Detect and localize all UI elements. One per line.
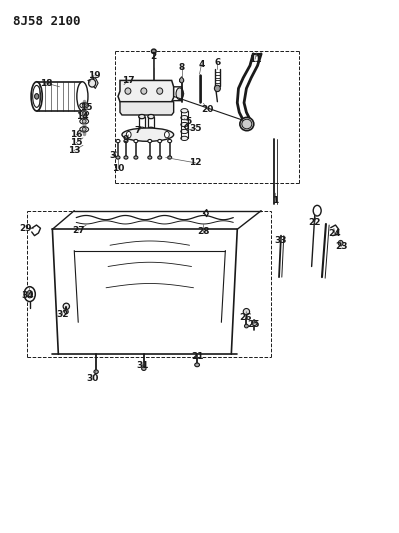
Ellipse shape: [245, 324, 249, 328]
Ellipse shape: [82, 127, 86, 131]
Text: 13: 13: [67, 146, 80, 155]
Ellipse shape: [243, 309, 250, 315]
Text: 26: 26: [239, 312, 252, 321]
Text: 15: 15: [70, 138, 83, 147]
Text: 4: 4: [198, 60, 205, 69]
Text: 14: 14: [76, 111, 89, 120]
Text: 31: 31: [136, 361, 148, 370]
Text: 6: 6: [214, 59, 221, 67]
Ellipse shape: [151, 49, 156, 53]
Text: 34: 34: [22, 291, 34, 300]
Ellipse shape: [139, 115, 145, 119]
Ellipse shape: [157, 88, 163, 94]
Text: 23: 23: [335, 242, 348, 251]
Text: 33: 33: [274, 237, 286, 246]
Ellipse shape: [122, 128, 174, 141]
Text: 32: 32: [56, 310, 69, 319]
Ellipse shape: [124, 156, 128, 159]
Polygon shape: [180, 77, 184, 83]
Ellipse shape: [338, 240, 343, 246]
Ellipse shape: [124, 140, 128, 143]
Ellipse shape: [134, 140, 138, 143]
Ellipse shape: [195, 363, 200, 367]
Ellipse shape: [214, 85, 220, 92]
Text: 17: 17: [122, 76, 134, 85]
Ellipse shape: [142, 367, 146, 370]
Ellipse shape: [63, 303, 69, 310]
Ellipse shape: [126, 132, 131, 138]
Ellipse shape: [252, 320, 257, 326]
Ellipse shape: [168, 156, 172, 159]
Ellipse shape: [176, 88, 183, 100]
Text: 11: 11: [249, 55, 261, 63]
Ellipse shape: [80, 111, 89, 116]
Ellipse shape: [35, 94, 39, 99]
Ellipse shape: [158, 156, 162, 159]
Ellipse shape: [82, 119, 86, 123]
Text: 20: 20: [201, 105, 213, 114]
Text: 16: 16: [70, 130, 83, 139]
Ellipse shape: [148, 127, 154, 132]
Text: 25: 25: [247, 320, 259, 329]
Text: 9: 9: [123, 135, 129, 144]
Ellipse shape: [148, 140, 152, 143]
Ellipse shape: [168, 140, 172, 143]
Text: 35: 35: [189, 124, 202, 133]
Ellipse shape: [141, 88, 147, 94]
Polygon shape: [118, 80, 174, 102]
Circle shape: [313, 205, 321, 216]
Ellipse shape: [77, 82, 88, 111]
Ellipse shape: [240, 117, 254, 131]
Ellipse shape: [181, 123, 188, 127]
Text: 1: 1: [272, 196, 278, 205]
Ellipse shape: [164, 132, 169, 138]
Text: 29: 29: [20, 224, 32, 233]
Text: 21: 21: [191, 352, 203, 361]
Text: 28: 28: [197, 228, 210, 237]
Ellipse shape: [89, 79, 96, 87]
Text: 22: 22: [308, 219, 321, 228]
Text: 3: 3: [110, 151, 116, 160]
Ellipse shape: [94, 370, 98, 374]
Ellipse shape: [181, 136, 188, 141]
Ellipse shape: [80, 127, 89, 132]
Circle shape: [27, 290, 32, 298]
Text: 5: 5: [185, 117, 192, 126]
Ellipse shape: [139, 127, 145, 132]
Text: 18: 18: [40, 78, 53, 87]
Ellipse shape: [180, 78, 184, 82]
Ellipse shape: [134, 156, 138, 159]
Text: 24: 24: [328, 229, 341, 238]
Ellipse shape: [116, 140, 120, 143]
Ellipse shape: [80, 119, 89, 124]
Ellipse shape: [80, 103, 89, 108]
Ellipse shape: [82, 103, 86, 107]
Ellipse shape: [148, 115, 154, 119]
Text: 2: 2: [151, 52, 157, 61]
Ellipse shape: [125, 88, 131, 94]
Circle shape: [24, 287, 35, 302]
Text: 7: 7: [135, 126, 141, 135]
Text: 27: 27: [72, 226, 85, 235]
Text: 19: 19: [88, 70, 101, 79]
Text: 8J58 2100: 8J58 2100: [13, 15, 80, 28]
Ellipse shape: [31, 82, 42, 111]
Ellipse shape: [116, 156, 120, 159]
Ellipse shape: [33, 85, 41, 107]
Ellipse shape: [82, 111, 86, 115]
Ellipse shape: [64, 310, 68, 314]
Ellipse shape: [148, 156, 152, 159]
Ellipse shape: [181, 116, 188, 120]
Text: 30: 30: [87, 374, 99, 383]
Ellipse shape: [181, 130, 188, 134]
Polygon shape: [120, 102, 174, 115]
Text: 12: 12: [189, 158, 202, 167]
Ellipse shape: [158, 140, 162, 143]
Ellipse shape: [242, 119, 252, 129]
Text: 10: 10: [112, 164, 124, 173]
Circle shape: [35, 94, 39, 99]
Ellipse shape: [181, 109, 188, 113]
Text: 8: 8: [178, 63, 185, 71]
Text: 15: 15: [80, 102, 93, 111]
